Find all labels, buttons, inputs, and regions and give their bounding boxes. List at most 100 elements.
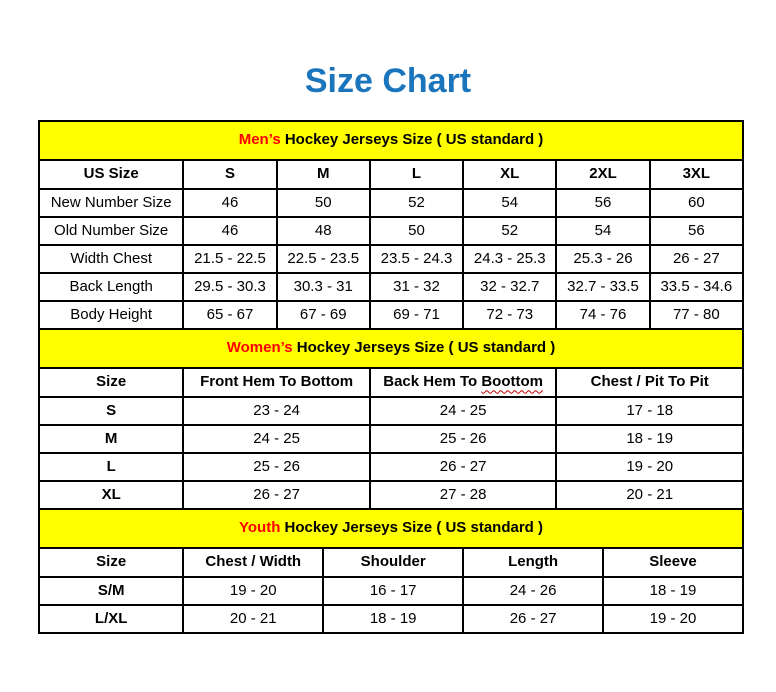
size-chart-tables: Men’s Hockey Jerseys Size ( US standard …	[37, 120, 745, 634]
womens-size-table: Women’s Hockey Jerseys Size ( US standar…	[37, 330, 744, 510]
table-cell: 50	[275, 188, 371, 218]
table-row: New Number Size 46 50 52 54 56 60	[37, 188, 745, 218]
table-cell: 52	[462, 216, 558, 246]
column-header: S	[182, 159, 278, 190]
youth-section-header: Youth Hockey Jerseys Size ( US standard …	[38, 510, 744, 549]
womens-section-highlight: Women’s	[226, 339, 293, 357]
column-header: Front Hem To Bottom	[182, 367, 371, 398]
table-row: Old Number Size 46 48 50 52 54 56	[37, 216, 745, 246]
mens-section-title: Hockey Jerseys Size ( US standard )	[280, 131, 544, 149]
table-cell: 29.5 - 30.3	[182, 272, 278, 302]
table-cell: 72 - 73	[462, 300, 558, 330]
womens-section-title: Hockey Jerseys Size ( US standard )	[292, 339, 556, 357]
table-cell: 65 - 67	[182, 300, 278, 330]
table-cell: 18 - 19	[602, 576, 744, 606]
column-header: US Size	[37, 159, 185, 190]
row-label: L/XL	[37, 604, 185, 634]
table-cell: 25.3 - 26	[555, 244, 651, 274]
mens-size-table: Men’s Hockey Jerseys Size ( US standard …	[37, 120, 745, 330]
table-cell: 26 - 27	[368, 452, 558, 482]
table-row: S/M 19 - 20 16 - 17 24 - 26 18 - 19	[37, 576, 744, 606]
womens-section-header: Women’s Hockey Jerseys Size ( US standar…	[38, 330, 744, 369]
table-cell: 77 - 80	[648, 300, 745, 330]
table-cell: 19 - 20	[602, 604, 744, 634]
column-header: M	[275, 159, 371, 190]
row-label: M	[37, 424, 185, 454]
page-title: Size Chart	[304, 62, 472, 100]
womens-header-row: Size Front Hem To Bottom Back Hem To Boo…	[37, 367, 744, 398]
row-label: S	[37, 396, 185, 426]
table-cell: 46	[182, 216, 278, 246]
table-cell: 23.5 - 24.3	[368, 244, 465, 274]
table-cell: 24 - 26	[462, 576, 605, 606]
table-cell: 16 - 17	[322, 576, 465, 606]
table-cell: 23 - 24	[182, 396, 371, 426]
table-cell: 67 - 69	[275, 300, 371, 330]
row-label: Old Number Size	[37, 216, 185, 246]
table-cell: 31 - 32	[368, 272, 465, 302]
table-row: Body Height 65 - 67 67 - 69 69 - 71 72 -…	[37, 300, 745, 330]
table-cell: 21.5 - 22.5	[182, 244, 278, 274]
mens-header-row: US Size S M L XL 2XL 3XL	[37, 159, 745, 190]
table-cell: 50	[368, 216, 465, 246]
column-header: Chest / Width	[182, 547, 325, 578]
misspelled-word: Boottom	[481, 373, 543, 391]
row-label: S/M	[37, 576, 185, 606]
table-cell: 69 - 71	[368, 300, 465, 330]
table-cell: 24 - 25	[368, 396, 558, 426]
table-cell: 25 - 26	[368, 424, 558, 454]
youth-size-table: Youth Hockey Jerseys Size ( US standard …	[37, 510, 744, 634]
table-cell: 19 - 20	[555, 452, 744, 482]
table-row: Back Length 29.5 - 30.3 30.3 - 31 31 - 3…	[37, 272, 745, 302]
column-header: Size	[37, 367, 185, 398]
column-header: 3XL	[648, 159, 745, 190]
row-label: XL	[37, 480, 185, 510]
table-row: L/XL 20 - 21 18 - 19 26 - 27 19 - 20	[37, 604, 744, 634]
table-row: M 24 - 25 25 - 26 18 - 19	[37, 424, 744, 454]
table-cell: 18 - 19	[555, 424, 744, 454]
table-cell: 54	[462, 188, 558, 218]
column-header-with-typo: Back Hem To Boottom	[368, 367, 558, 398]
table-cell: 20 - 21	[555, 480, 744, 510]
table-cell: 56	[648, 216, 745, 246]
column-header: Chest / Pit To Pit	[555, 367, 744, 398]
table-cell: 25 - 26	[182, 452, 371, 482]
youth-section-highlight: Youth	[239, 519, 281, 537]
table-cell: 54	[555, 216, 651, 246]
mens-section-header: Men’s Hockey Jerseys Size ( US standard …	[38, 120, 744, 161]
column-header: 2XL	[555, 159, 651, 190]
table-cell: 24.3 - 25.3	[462, 244, 558, 274]
table-cell: 56	[555, 188, 651, 218]
row-label: Width Chest	[37, 244, 185, 274]
table-cell: 60	[648, 188, 745, 218]
table-cell: 26 - 27	[648, 244, 745, 274]
table-cell: 19 - 20	[182, 576, 325, 606]
table-cell: 33.5 - 34.6	[648, 272, 745, 302]
column-header: Sleeve	[602, 547, 744, 578]
table-cell: 18 - 19	[322, 604, 465, 634]
column-header: Size	[37, 547, 185, 578]
table-cell: 26 - 27	[462, 604, 605, 634]
row-label: New Number Size	[37, 188, 185, 218]
column-header: Shoulder	[322, 547, 465, 578]
table-row: Width Chest 21.5 - 22.5 22.5 - 23.5 23.5…	[37, 244, 745, 274]
row-label: L	[37, 452, 185, 482]
table-cell: 46	[182, 188, 278, 218]
youth-header-row: Size Chest / Width Shoulder Length Sleev…	[37, 547, 744, 578]
row-label: Body Height	[37, 300, 185, 330]
table-row: XL 26 - 27 27 - 28 20 - 21	[37, 480, 744, 510]
column-header: Length	[462, 547, 605, 578]
table-cell: 26 - 27	[182, 480, 371, 510]
table-cell: 27 - 28	[368, 480, 558, 510]
table-cell: 30.3 - 31	[275, 272, 371, 302]
table-cell: 22.5 - 23.5	[275, 244, 371, 274]
table-cell: 24 - 25	[182, 424, 371, 454]
table-cell: 32 - 32.7	[462, 272, 558, 302]
mens-section-highlight: Men’s	[238, 131, 281, 149]
row-label: Back Length	[37, 272, 185, 302]
column-header: L	[368, 159, 465, 190]
table-row: L 25 - 26 26 - 27 19 - 20	[37, 452, 744, 482]
table-row: S 23 - 24 24 - 25 17 - 18	[37, 396, 744, 426]
table-cell: 52	[368, 188, 465, 218]
